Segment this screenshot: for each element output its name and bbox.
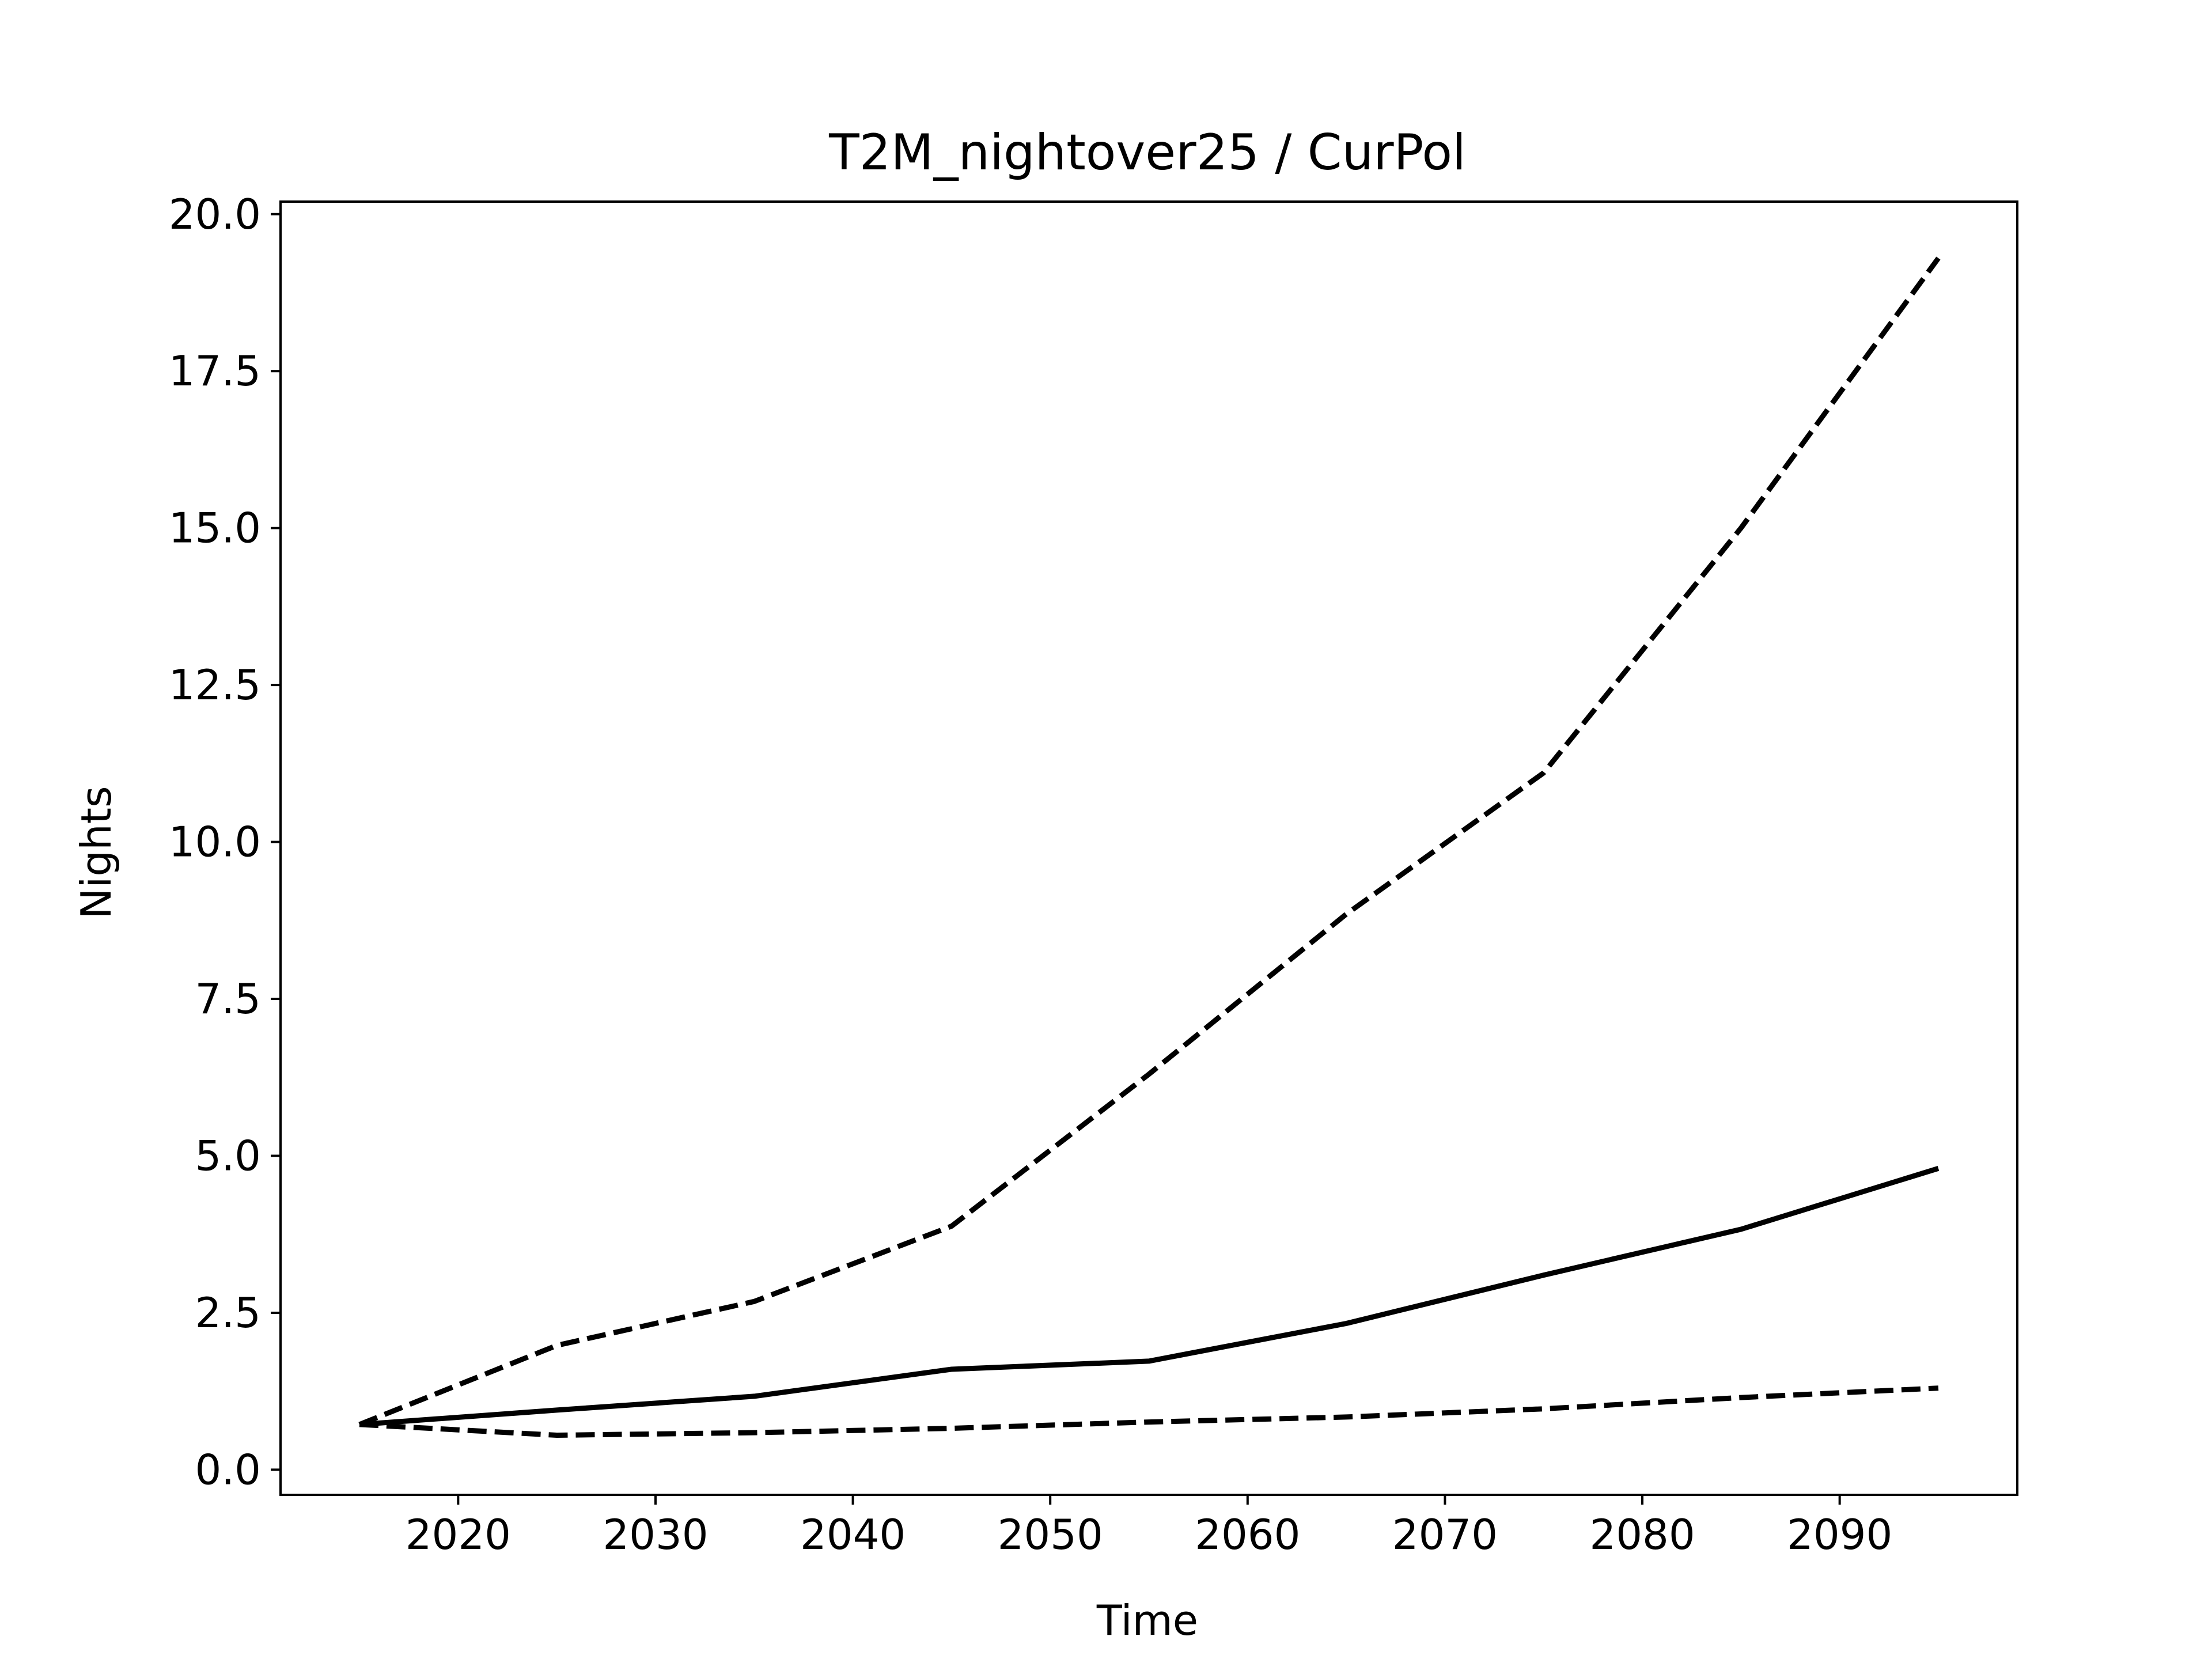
y-axis-label: Nights: [72, 786, 120, 919]
x-tick-label-2060: 2060: [1195, 1510, 1300, 1559]
chart-title: T2M_nightover25 / CurPol: [828, 124, 1466, 181]
x-tick-label-2070: 2070: [1392, 1510, 1498, 1559]
x-axis-label: Time: [1096, 1596, 1198, 1645]
y-tick-label-5: 5.0: [195, 1132, 261, 1180]
x-tick-label-2050: 2050: [998, 1510, 1103, 1559]
y-tick-label-10: 10.0: [169, 818, 261, 866]
x-tick-label-2040: 2040: [800, 1510, 906, 1559]
series-line-2: [359, 1165, 1940, 1427]
y-tick-label-7.5: 7.5: [195, 975, 261, 1023]
y-tick-label-17.5: 17.5: [169, 347, 261, 395]
plot-frame: [279, 200, 2018, 1496]
plot-area: 2020 2030 2040 2050 2060 2070 2080 2090 0.0 2.5 5.…: [169, 190, 2018, 1559]
series-line-1: [358, 256, 1941, 1427]
series-line-3: [359, 1385, 1939, 1438]
x-tick-label-2030: 2030: [603, 1510, 708, 1559]
y-tick-label-15: 15.0: [169, 504, 261, 552]
x-tick-label-2090: 2090: [1787, 1510, 1892, 1559]
y-tick-label-0: 0.0: [195, 1445, 261, 1494]
x-tick-label-2020: 2020: [406, 1510, 511, 1559]
x-tick-label-2080: 2080: [1589, 1510, 1695, 1559]
y-tick-label-2.5: 2.5: [195, 1289, 261, 1337]
y-tick-label-12.5: 12.5: [169, 661, 261, 709]
y-tick-label-20: 20.0: [169, 190, 261, 238]
